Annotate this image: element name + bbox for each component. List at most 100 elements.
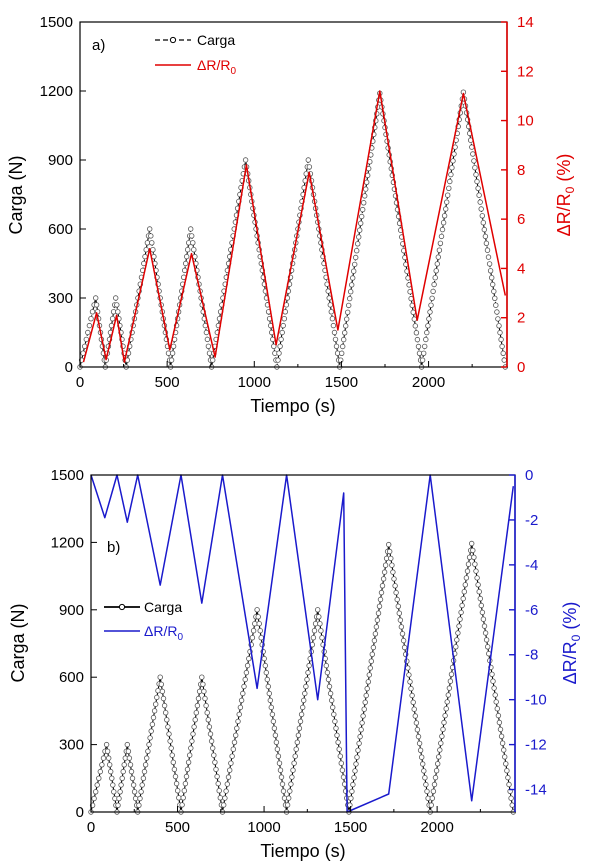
chart-b-carga-point [118,782,124,788]
chart-b-carga-point [359,720,365,726]
chart-b-carga-point [167,738,173,744]
chart-b-carga-point [267,697,273,704]
chart-b-carga-point [94,782,100,788]
chart-b-carga-point [138,789,144,795]
chart-b-carga-point [186,752,193,758]
chart-a-y2-tick-label: 0 [517,359,525,376]
chart-b-carga-point [171,766,178,773]
chart-b-carga-point [179,802,185,808]
chart-b-carga-point [146,741,152,748]
chart-a-carga-point [494,309,500,315]
chart-b-carga-point [222,795,228,801]
chart-b-carga-point [469,540,475,547]
chart-b-carga-point [319,635,325,641]
chart-a-carga-point [411,316,417,322]
chart-b-carga-point [258,635,264,641]
chart-b-carga-point [457,616,463,622]
chart-a-panel-label: a) [92,37,105,54]
chart-b-carga-point [348,795,354,801]
chart-b-carga-point [361,706,367,712]
chart-b-carga-point [338,760,344,766]
chart-a-carga-point [276,350,282,356]
chart-a-y-tick-label: 300 [48,290,73,307]
chart-b-carga-point [214,773,220,780]
chart-b-carga-point [148,728,154,734]
chart-b-carga-point [380,576,387,582]
chart-b-plot-area [88,474,516,815]
chart-b-carga-point [502,754,508,760]
chart-b-carga-point [398,624,405,630]
chart-b-y2-axis-title: ΔR/R0 (%) [560,602,583,685]
chart-b-carga-point [503,761,509,767]
chart-a-y2-tick-label: 14 [517,14,534,31]
chart-a-carga-point [331,329,338,336]
chart-b-y2-title-main: ΔR/R [560,641,580,684]
chart-b-carga-point [232,732,239,738]
chart-b-carga-point [351,775,357,781]
chart-a-carga-point [187,226,194,232]
chart-b-carga-point [435,761,441,767]
chart-b-carga-point [363,692,369,699]
chart-b-carga-point [120,768,126,775]
chart-b-y-tick-label: 1200 [51,534,84,551]
chart-b-y2-ticks: 0 -2 -4 -6 -8 -10 -12 -14 [509,467,547,799]
chart-a-carga-point [479,213,485,219]
chart-b-carga-point [126,755,133,761]
chart-a-y2-tick-label: 6 [517,211,525,228]
chart-b-carga-point [193,710,199,716]
chart-b-carga-point [243,669,250,676]
chart-b-carga-point [375,610,382,616]
chart-b-carga-point [170,759,176,765]
chart-a-carga-point [437,240,444,246]
chart-b-carga-point [268,704,274,711]
chart-b-carga-point [340,774,347,780]
chart-a-carga-point [344,316,350,322]
chart-a-y2-title-unit: (%) [554,154,574,187]
chart-b-carga-point [374,617,381,623]
chart-b-carga-point [298,711,305,718]
chart-b-carga-point [372,631,379,637]
chart-b-carga-point [250,628,257,634]
chart-b-x-tick-label: 1000 [247,819,280,836]
chart-b-carga-point [393,589,399,596]
chart-a-carga-point [275,357,281,363]
chart-b-y-axis-title: Carga (N) [8,603,28,682]
chart-b-carga-point [225,774,232,780]
chart-a-carga-point [329,316,336,322]
chart-a-x-tick-label: 1500 [325,374,358,391]
chart-b-carga-point [335,739,341,745]
chart-b-carga-point [396,610,402,616]
chart-b-carga-point [395,603,401,609]
chart-b-carga-point [127,762,134,768]
chart-a-carga-point [430,288,436,295]
chart-b-carga-point [423,781,429,788]
chart-a-carga-point [447,178,453,185]
chart-b-x-tick-label: 500 [165,819,190,836]
chart-a-carga-point [112,295,119,301]
chart-b-carga-point [455,630,461,636]
chart-a-carga-point [353,254,359,261]
chart-b-carga-point [265,683,271,690]
chart-a-carga-point [478,206,484,212]
chart-b-carga-point [311,628,318,634]
chart-a-carga-point [483,240,490,246]
chart-b-carga-point [252,621,258,627]
chart-b-carga-point [131,789,138,795]
chart-a-carga-point [354,247,360,254]
chart-b-carga-point [129,775,136,781]
chart-a-carga-point [446,185,452,191]
chart-b-carga-point [400,637,407,644]
chart-b-carga-point [137,795,143,802]
chart-a-carga-point [487,268,494,274]
chart-a-carga-point [360,206,366,213]
chart-b-panel-label: b) [107,539,120,556]
chart-b-carga-point [119,775,125,781]
chart-b-y2-tick-label: -10 [525,692,547,709]
chart-a-y-tick-label: 1500 [40,14,73,31]
chart-b-carga-point [263,669,269,676]
chart-a-carga-point [481,226,487,233]
chart-b-carga-point [181,788,187,794]
chart-a-carga-point [330,322,337,329]
chart-a-carga-point [85,329,91,336]
chart-a-y2-tick-label: 10 [517,113,534,130]
